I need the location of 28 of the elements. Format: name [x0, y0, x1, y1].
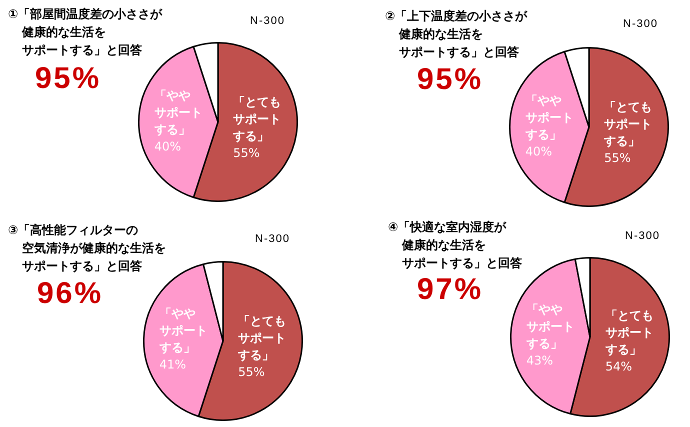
- data-label: 43%: [526, 353, 554, 368]
- text: N-300: [625, 230, 660, 243]
- slice-label: 「とてもサポートする」: [237, 314, 286, 362]
- slice-label: 「ややサポートする」: [524, 94, 574, 142]
- text: 97%: [417, 273, 484, 306]
- slice-label: 「とてもサポートする」: [603, 100, 652, 148]
- chart-title: ②「上下温度差の小ささが健康的な生活をサポートする」と回答: [385, 9, 528, 59]
- chart-title: ①「部屋間温度差の小ささが健康的な生活をサポートする」と回答: [8, 7, 162, 57]
- slice-label: 「ややサポートする」: [153, 88, 202, 137]
- data-label: 40%: [525, 144, 552, 159]
- text: N-300: [623, 18, 658, 31]
- data-label: 55%: [604, 150, 631, 165]
- text: N-300: [250, 15, 285, 28]
- text: 96%: [37, 277, 104, 310]
- slice-label: 「とてもサポートする」: [604, 308, 654, 357]
- slice-label: 「ややサポートする」: [525, 302, 574, 350]
- text: 95%: [417, 63, 484, 96]
- chart-title: ③「高性能フィルターの空気清浄が健康的な生活をサポートする」と回答: [8, 223, 166, 273]
- slice-label: 「とてもサポートする」: [232, 94, 282, 143]
- text: N-300: [255, 233, 290, 246]
- data-label: 54%: [605, 360, 632, 374]
- data-label: 41%: [159, 357, 186, 372]
- slice-label: 「ややサポートする」: [158, 306, 208, 354]
- text: 95%: [35, 62, 102, 95]
- chart-title: ④「快適な室内湿度が健康的な生活をサポートする」と回答: [388, 220, 522, 270]
- data-label: 55%: [238, 364, 265, 379]
- data-label: 55%: [233, 146, 260, 160]
- data-label: 40%: [154, 140, 182, 154]
